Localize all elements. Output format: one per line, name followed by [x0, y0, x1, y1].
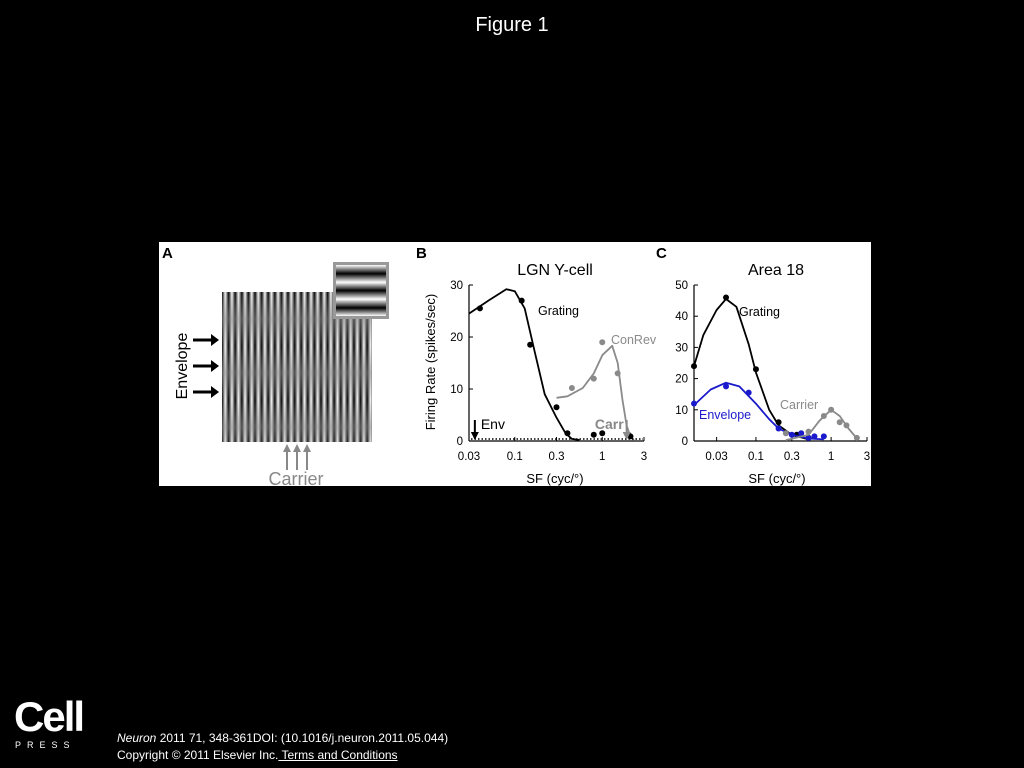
chart-b-data-point — [527, 341, 534, 348]
copyright-line: Copyright © 2011 Elsevier Inc. Terms and… — [117, 748, 398, 762]
chart-c-y-tick-label: 10 — [675, 405, 688, 417]
panel-c-letter: C — [656, 245, 667, 262]
panel-c: C Area 18 SF (cyc/°) 0.03 0.1 0.3 1 30102030… — [656, 245, 870, 486]
envelope-arrows — [193, 334, 219, 398]
panel-a-letter: A — [162, 245, 173, 262]
chart-b-x-tick-label: 1 — [599, 451, 605, 463]
logo-word: Cell — [14, 693, 85, 740]
chart-c-y-tick-label: 0 — [682, 436, 688, 448]
chart-c-xlabel: SF (cyc/°) — [748, 471, 805, 486]
chart-b-y-tick-label: 30 — [450, 280, 463, 292]
chart-c-data-point — [775, 425, 782, 432]
chart-b-data-point — [590, 431, 597, 438]
chart-b-xlabel: SF (cyc/°) — [526, 471, 583, 486]
panel-b-letter: B — [416, 245, 427, 262]
chart-c-data-point — [843, 422, 850, 429]
chart-c-data-point — [723, 294, 730, 301]
chart-c-data-point — [798, 430, 805, 437]
chart-b-x-tick-label: 0.3 — [549, 451, 565, 463]
carr-arrow-label: Carr — [595, 416, 624, 432]
chart-b-y-tick-label: 0 — [457, 436, 463, 448]
terms-link[interactable]: Terms and Conditions — [278, 748, 398, 762]
carrier-arrows — [283, 444, 311, 470]
chart-c-data-point — [805, 428, 812, 435]
journal-name: Neuron — [117, 731, 157, 745]
chart-b-series-line — [556, 344, 635, 441]
chart-c-y-tick-label: 20 — [675, 374, 688, 386]
chart-b-y-tick-label: 10 — [450, 384, 463, 396]
chart-b-y-tick-label: 20 — [450, 332, 463, 344]
logo-sub: PRESS — [15, 740, 76, 750]
chart-c-x-tick-label: 0.1 — [748, 451, 764, 463]
chart-b-data-point — [599, 339, 606, 346]
cell-press-logo: Cell PRESS — [14, 696, 86, 752]
chart-b-legend-grating: Grating — [538, 304, 579, 318]
chart-b-data-point — [568, 384, 575, 391]
copyright-text: Copyright © 2011 Elsevier Inc. — [117, 748, 279, 762]
citation: Neuron 2011 71, 348-361DOI: (10.1016/j.n… — [117, 731, 448, 745]
chart-b-x-tick-label: 0.1 — [507, 451, 523, 463]
chart-c-data-point — [782, 430, 789, 437]
panel-a: A — [162, 245, 389, 486]
chart-c-data-point — [745, 389, 752, 396]
chart-b-x-tick-label: 0.03 — [458, 451, 480, 463]
chart-c-y-tick-label: 40 — [675, 311, 688, 323]
inset-grating — [336, 265, 386, 316]
panel-b: B LGN Y-cell Firing Rate (spikes/sec) SF… — [416, 245, 657, 486]
chart-c-data-point — [836, 419, 843, 426]
chart-b-ylabel: Firing Rate (spikes/sec) — [423, 294, 438, 431]
chart-c-data-point — [723, 383, 730, 390]
chart-c-series-line — [693, 298, 809, 441]
env-arrow-head — [470, 432, 479, 440]
chart-c-legend-grating: Grating — [739, 305, 780, 319]
chart-b-data-point — [476, 305, 483, 312]
chart-b-data-point — [614, 370, 621, 377]
chart-b-data-point — [590, 375, 597, 382]
figure-svg: A — [162, 245, 870, 486]
chart-c-data-point — [805, 434, 812, 441]
chart-c-x-tick-label: 0.03 — [705, 451, 727, 463]
carr-arrow-head — [622, 432, 631, 440]
chart-b-data-point — [599, 430, 606, 437]
chart-c-data-point — [788, 431, 795, 438]
chart-c-x-tick-label: 0.3 — [784, 451, 800, 463]
chart-b-title: LGN Y-cell — [517, 262, 593, 279]
slide-title: Figure 1 — [475, 14, 549, 36]
chart-c-data-point — [828, 406, 835, 413]
chart-b-data-point — [518, 297, 525, 304]
chart-b-x-tick-label: 3 — [641, 451, 647, 463]
chart-c-data-point — [691, 400, 697, 407]
chart-c-y-tick-label: 30 — [675, 342, 688, 354]
chart-c-plot: 0.03 0.1 0.3 1 301020304050GratingEnvelopeCa… — [675, 280, 870, 463]
chart-c-title: Area 18 — [748, 262, 804, 279]
chart-c-data-point — [811, 433, 818, 440]
chart-b-legend-conrev: ConRev — [611, 333, 657, 347]
citation-details: 2011 71, 348-361DOI: (10.1016/j.neuron.2… — [156, 731, 449, 745]
chart-c-legend-carrier: Carrier — [780, 398, 818, 412]
chart-c-data-point — [820, 413, 827, 420]
chart-c-data-point — [775, 419, 782, 426]
chart-c-x-tick-label: 3 — [864, 451, 870, 463]
carrier-label: Carrier — [268, 469, 323, 486]
chart-c-data-point — [820, 433, 827, 440]
envelope-label: Envelope — [174, 333, 191, 400]
figure-panel: A — [159, 242, 871, 486]
chart-c-legend-envelope: Envelope — [699, 408, 751, 422]
chart-c-data-point — [853, 434, 860, 441]
chart-b-data-point — [564, 430, 571, 437]
chart-c-data-point — [752, 366, 759, 373]
chart-c-y-tick-label: 50 — [675, 280, 688, 292]
chart-b-data-point — [553, 404, 560, 411]
chart-c-data-point — [691, 363, 697, 370]
env-arrow-label: Env — [481, 416, 505, 432]
chart-c-x-tick-label: 1 — [828, 451, 834, 463]
